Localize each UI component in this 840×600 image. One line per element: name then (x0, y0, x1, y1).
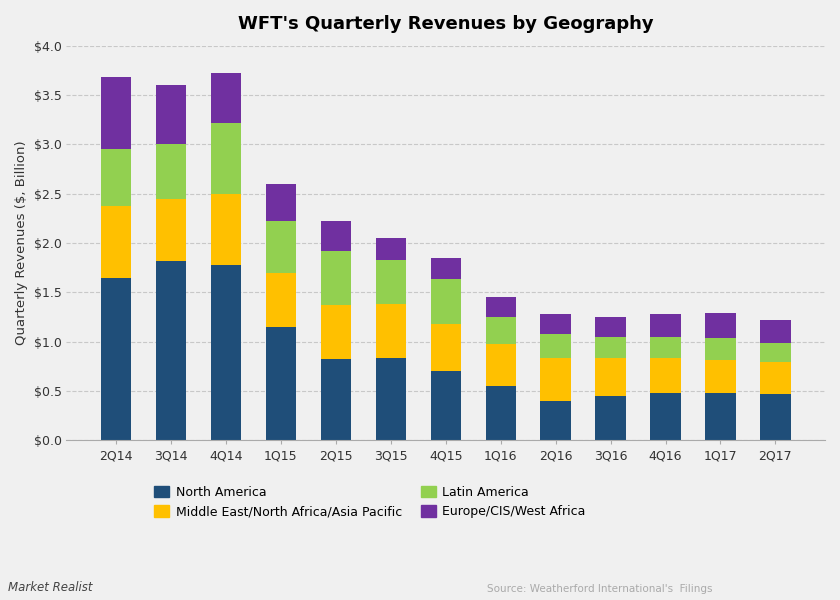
Bar (486, 297, 516, 317)
Bar (101, 77, 131, 149)
Bar (101, 206, 131, 278)
Bar (540, 314, 570, 334)
Bar (211, 265, 241, 440)
Bar (596, 317, 626, 337)
Bar (431, 280, 461, 324)
Text: Source: Weatherford International's  Filings: Source: Weatherford International's Fili… (487, 584, 712, 594)
Bar (650, 393, 680, 440)
Bar (265, 272, 296, 327)
Bar (156, 85, 186, 145)
Bar (321, 359, 351, 440)
Y-axis label: Quarterly Revenues ($, Billion): Quarterly Revenues ($, Billion) (15, 140, 28, 345)
Bar (265, 327, 296, 440)
Text: Market Realist: Market Realist (8, 581, 93, 594)
Bar (375, 260, 406, 304)
Bar (650, 337, 680, 358)
Bar (486, 344, 516, 386)
Bar (265, 221, 296, 272)
Bar (431, 371, 461, 440)
Bar (760, 343, 790, 362)
Bar (540, 358, 570, 401)
Bar (321, 221, 351, 251)
Bar (706, 313, 736, 338)
Bar (540, 334, 570, 358)
Bar (706, 361, 736, 393)
Bar (540, 401, 570, 440)
Bar (375, 238, 406, 260)
Bar (596, 358, 626, 396)
Bar (265, 184, 296, 221)
Bar (375, 304, 406, 358)
Bar (156, 261, 186, 440)
Legend: North America, Middle East/North Africa/Asia Pacific, Latin America, Europe/CIS/: North America, Middle East/North Africa/… (155, 486, 585, 518)
Bar (650, 314, 680, 337)
Bar (375, 358, 406, 440)
Bar (706, 393, 736, 440)
Bar (596, 337, 626, 358)
Bar (760, 394, 790, 440)
Bar (321, 251, 351, 305)
Bar (211, 122, 241, 194)
Bar (596, 396, 626, 440)
Bar (156, 199, 186, 261)
Bar (211, 194, 241, 265)
Bar (650, 358, 680, 393)
Title: WFT's Quarterly Revenues by Geography: WFT's Quarterly Revenues by Geography (238, 15, 654, 33)
Bar (431, 258, 461, 280)
Bar (101, 278, 131, 440)
Bar (760, 362, 790, 394)
Bar (486, 386, 516, 440)
Bar (760, 320, 790, 343)
Bar (431, 324, 461, 371)
Bar (156, 145, 186, 199)
Bar (486, 317, 516, 344)
Bar (211, 73, 241, 122)
Bar (706, 338, 736, 361)
Bar (321, 305, 351, 359)
Bar (101, 149, 131, 206)
